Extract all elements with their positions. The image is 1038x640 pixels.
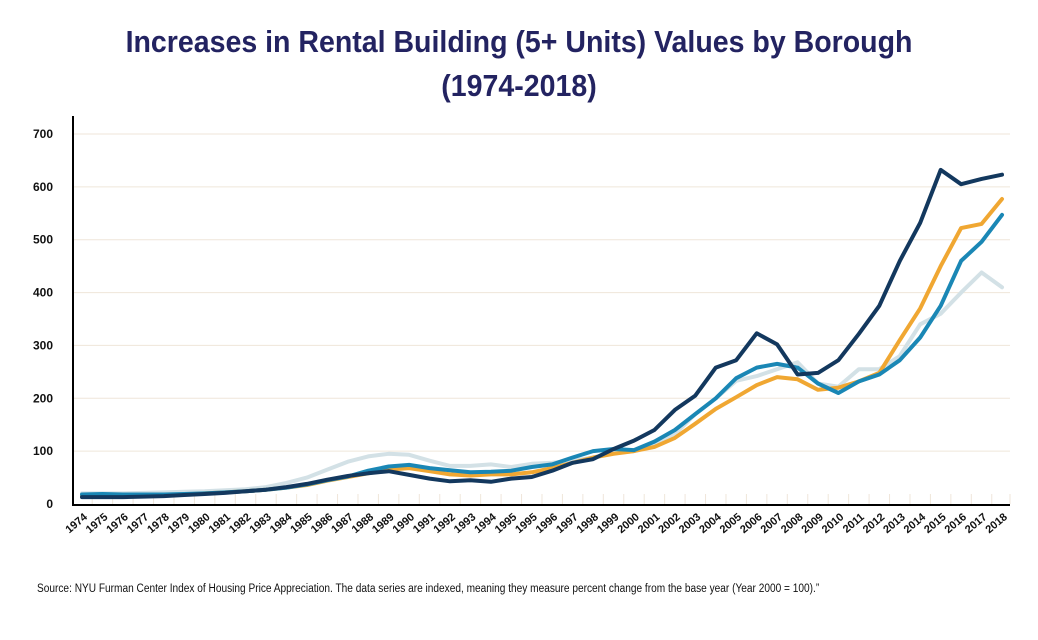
y-tick-label: 200 (33, 391, 53, 405)
x-tick-label: 1996 (534, 511, 560, 536)
x-tick-label: 2002 (656, 511, 682, 536)
x-tick-label: 1985 (288, 511, 314, 536)
x-tick-label: 2016 (943, 511, 969, 536)
y-axis-ticks: 0 100 200 300 400 500 600 700 (33, 127, 53, 511)
x-tick-label: 1998 (575, 511, 601, 536)
x-tick-label: 1995 (513, 511, 539, 536)
x-tick-label: 2012 (861, 511, 887, 536)
x-tick-label: 1989 (370, 511, 396, 536)
x-tick-label: 1983 (247, 511, 273, 536)
x-axis-ticks: 1974197519761977197819791980198119821983… (63, 511, 1009, 536)
x-tick-label: 1978 (145, 511, 171, 536)
x-tick-label: 2008 (779, 511, 805, 536)
x-tick-label: 1991 (411, 511, 437, 536)
x-tick-label: 1993 (452, 511, 478, 536)
x-tick-label: 2005 (718, 511, 744, 536)
x-tick-label: 2015 (922, 511, 948, 536)
x-tick-label: 1994 (472, 511, 499, 536)
gridlines (73, 133, 1011, 504)
x-tick-label: 1979 (166, 511, 192, 536)
x-tick-label: 1986 (309, 511, 335, 536)
series-line-0 (80, 270, 1004, 496)
x-tick-label: 2014 (902, 511, 929, 536)
y-tick-label: 500 (33, 233, 53, 247)
chart-subtitle: (1974-2018) (441, 68, 597, 103)
x-tick-label: 1999 (595, 511, 621, 536)
y-tick-label: 400 (33, 286, 53, 300)
y-tick-label: 100 (33, 444, 53, 458)
y-tick-label: 0 (46, 497, 53, 511)
x-tick-label: 2018 (983, 511, 1009, 536)
x-tick-label: 1980 (186, 511, 212, 536)
x-tick-label: 2010 (820, 511, 846, 536)
x-tick-label: 1988 (350, 511, 376, 536)
y-tick-label: 700 (33, 127, 53, 141)
source-note: Source: NYU Furman Center Index of Housi… (37, 583, 820, 595)
x-tick-label: 2013 (881, 511, 907, 536)
series-line-3 (80, 167, 1004, 500)
x-tick-label: 1974 (63, 511, 90, 536)
chart-title: Increases in Rental Building (5+ Units) … (125, 24, 913, 59)
x-tick-label: 1990 (391, 511, 417, 536)
x-tick-label: 1977 (125, 511, 151, 536)
x-tick-label: 1995 (493, 511, 519, 536)
x-tick-label: 2003 (677, 511, 703, 536)
y-tick-label: 600 (33, 180, 53, 194)
x-tick-label: 2017 (963, 511, 989, 536)
x-tick-label: 1984 (268, 511, 295, 536)
x-tick-label: 1982 (227, 511, 253, 536)
x-tick-label: 2006 (738, 511, 764, 536)
x-tick-label: 1981 (207, 511, 233, 536)
x-tick-label: 1975 (84, 511, 110, 536)
x-tick-label: 2007 (759, 511, 785, 536)
series-lines (80, 167, 1004, 500)
x-tick-label: 1992 (431, 511, 457, 536)
x-tick-label: 2001 (636, 511, 662, 536)
x-tick-label: 2009 (799, 511, 825, 536)
x-tick-label: 1976 (104, 511, 130, 536)
x-tick-label: 2011 (841, 511, 867, 536)
x-tick-label: 1987 (329, 511, 355, 536)
x-tick-label: 2004 (697, 511, 724, 536)
x-tick-label: 2000 (615, 511, 641, 536)
series-line-2 (80, 212, 1004, 497)
y-tick-label: 300 (33, 338, 53, 352)
x-tick-label: 1997 (554, 511, 580, 536)
